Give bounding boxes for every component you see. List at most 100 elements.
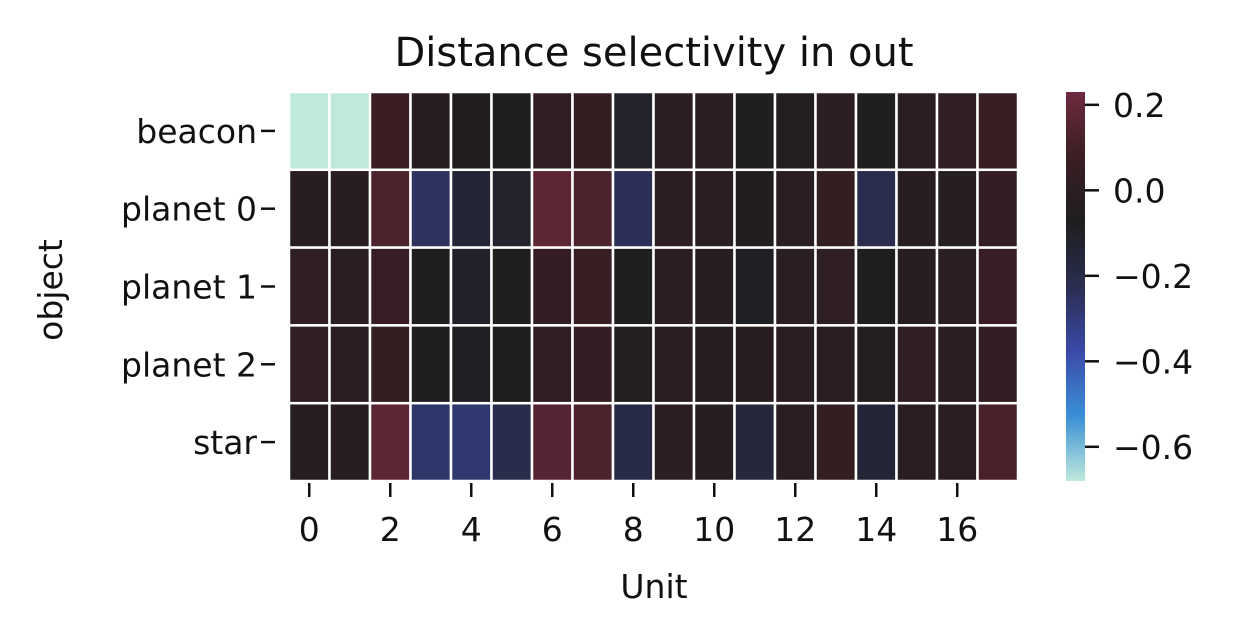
x-tick-label: 8 [623, 510, 644, 549]
heatmap-cell [328, 401, 372, 483]
heatmap-cell [733, 401, 777, 483]
heatmap-cell [571, 324, 615, 405]
heatmap-cell [935, 246, 979, 327]
colorbar-tick-label: 0.0 [1113, 171, 1165, 210]
heatmap-cell [773, 168, 817, 249]
heatmap-cell [449, 401, 493, 483]
heatmap-cell [935, 401, 979, 483]
heatmap-cell [773, 90, 817, 172]
heatmap-cell [895, 168, 939, 249]
heatmap-cell [409, 401, 453, 483]
heatmap-cell [692, 401, 736, 483]
heatmap-cell [854, 324, 898, 405]
y-tick-label: beacon [136, 112, 257, 151]
heatmap-cell [611, 90, 655, 172]
heatmap-cell [611, 324, 655, 405]
colorbar-tick-label: −0.6 [1113, 428, 1193, 467]
heatmap-cell [733, 168, 777, 249]
x-tick-label: 0 [299, 510, 320, 549]
heatmap-cell [328, 324, 372, 405]
heatmap-cell [571, 168, 615, 249]
heatmap-cell [490, 168, 534, 249]
heatmap-cell [611, 246, 655, 327]
heatmap-cell [287, 401, 331, 483]
heatmap-cell [935, 168, 979, 249]
chart-title: Distance selectivity in out [394, 30, 913, 76]
x-tick-label: 16 [936, 510, 978, 549]
heatmap-cell [976, 401, 1020, 483]
heatmap-cell [814, 246, 858, 327]
heatmap-cell [854, 168, 898, 249]
colorbar-tick-label: 0.2 [1113, 86, 1165, 125]
heatmap-cell [328, 168, 372, 249]
x-tick-label: 14 [855, 510, 897, 549]
heatmap-cell [530, 90, 574, 172]
heatmap-cell [368, 324, 412, 405]
heatmap-cell [976, 168, 1020, 249]
heatmap-cell [571, 246, 615, 327]
x-tick-label: 10 [693, 510, 735, 549]
heatmap-cell [328, 90, 372, 172]
heatmap-cell [571, 90, 615, 172]
colorbar-tick-label: −0.2 [1113, 257, 1193, 296]
heatmap-cells [287, 90, 1020, 483]
heatmap-cell [287, 168, 331, 249]
heatmap-cell [409, 324, 453, 405]
heatmap-cell [854, 401, 898, 483]
heatmap-cell [652, 246, 696, 327]
heatmap-cell [652, 90, 696, 172]
heatmap-cell [652, 401, 696, 483]
x-tick-label: 4 [461, 510, 482, 549]
heatmap-cell [773, 401, 817, 483]
colorbar-gradient [1066, 92, 1085, 481]
heatmap-cell [814, 324, 858, 405]
x-tick-label: 12 [774, 510, 816, 549]
heatmap-cell [287, 90, 331, 172]
heatmap-cell [692, 168, 736, 249]
heatmap-cell [733, 246, 777, 327]
heatmap-cell [530, 168, 574, 249]
heatmap-cell [814, 168, 858, 249]
heatmap-cell [409, 246, 453, 327]
heatmap-cell [692, 246, 736, 327]
heatmap-cell [368, 90, 412, 172]
y-tick-label: star [193, 423, 257, 462]
heatmap-cell [733, 90, 777, 172]
heatmap-cell [571, 401, 615, 483]
heatmap-cell [287, 324, 331, 405]
heatmap-cell [368, 246, 412, 327]
heatmap-cell [368, 401, 412, 483]
heatmap-cell [895, 246, 939, 327]
heatmap-cell [814, 90, 858, 172]
heatmap-cell [976, 324, 1020, 405]
heatmap-cell [490, 324, 534, 405]
heatmap-cell [854, 90, 898, 172]
heatmap-cell [652, 168, 696, 249]
heatmap-cell [611, 401, 655, 483]
heatmap-cell [692, 90, 736, 172]
heatmap-cell [409, 90, 453, 172]
heatmap-cell [895, 90, 939, 172]
heatmap-cell [935, 324, 979, 405]
heatmap-cell [611, 168, 655, 249]
heatmap-cell [449, 246, 493, 327]
x-axis-label: Unit [620, 567, 687, 606]
heatmap-cell [328, 246, 372, 327]
heatmap-cell [490, 90, 534, 172]
heatmap-cell [976, 90, 1020, 172]
heatmap-cell [733, 324, 777, 405]
heatmap-cell [814, 401, 858, 483]
heatmap-cell [895, 324, 939, 405]
heatmap-cell [895, 401, 939, 483]
heatmap-cell [409, 168, 453, 249]
heatmap-cell [287, 246, 331, 327]
colorbar: 0.2 0.0 −0.2 −0.4 −0.6 [1066, 86, 1193, 481]
y-axis: beacon planet 0 planet 1 planet 2 star [121, 112, 275, 462]
heatmap-cell [854, 246, 898, 327]
heatmap-cell [530, 246, 574, 327]
heatmap-cell [773, 324, 817, 405]
y-axis-label: object [31, 239, 70, 341]
x-tick-label: 6 [542, 510, 563, 549]
x-axis: 0 2 4 6 8 10 12 14 16 [299, 483, 978, 549]
